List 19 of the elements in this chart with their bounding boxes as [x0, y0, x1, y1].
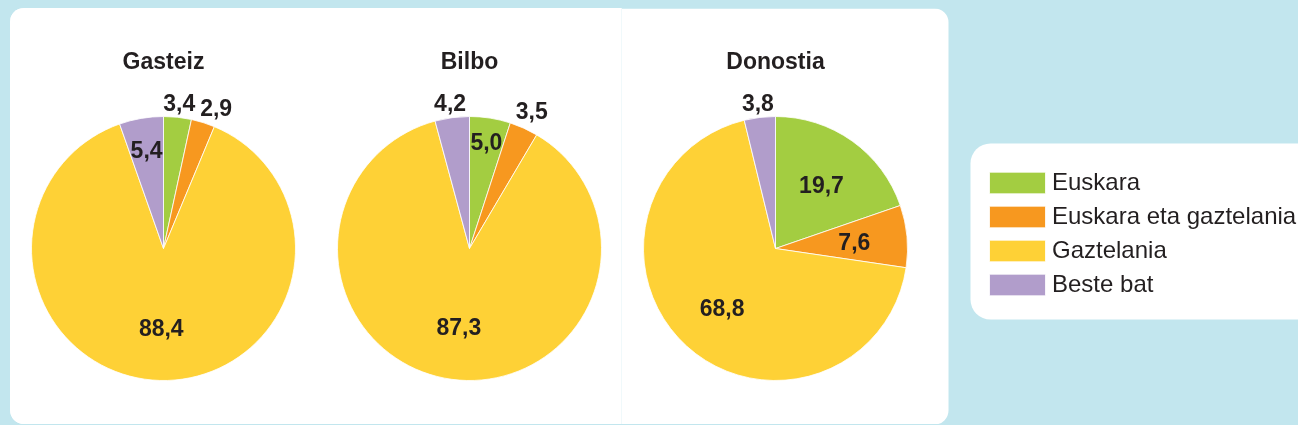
data-label: 68,8 [699, 294, 745, 321]
data-label: 7,6 [838, 228, 871, 255]
chart-title: Gasteiz [122, 47, 205, 74]
legend-label: Euskara eta gaztelania [1052, 202, 1297, 230]
chart-title: Donostia [726, 47, 825, 74]
legend-label: Gaztelania [1052, 236, 1167, 264]
data-label: 4,2 [434, 89, 467, 116]
data-label: 5,4 [130, 137, 163, 164]
chart-title: Bilbo [440, 47, 499, 74]
legend-label: Beste bat [1052, 270, 1154, 298]
data-label: 88,4 [138, 315, 184, 342]
data-label: 87,3 [436, 314, 482, 341]
data-label: 3,5 [515, 97, 549, 124]
data-label: 3,4 [163, 89, 196, 116]
data-label: 3,8 [741, 89, 775, 116]
legend-label: Euskara [1052, 168, 1141, 196]
data-label: 19,7 [799, 171, 844, 198]
data-label: 2,9 [200, 94, 233, 121]
data-label: 5,0 [470, 129, 503, 156]
